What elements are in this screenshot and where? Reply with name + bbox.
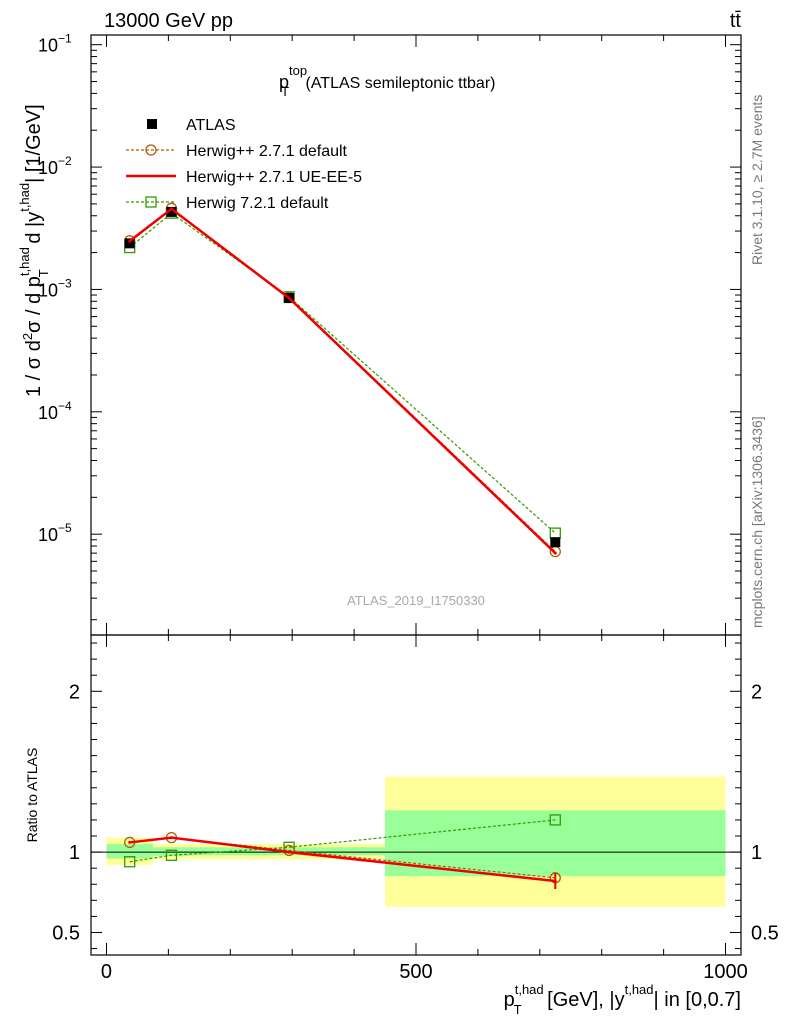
main-ticks [91,35,741,635]
main-panel: 10−110−210−310−410−5 ATLAS_2019_I1750330… [17,32,742,636]
title-sup: top [289,63,307,78]
ratio-ticks [91,635,741,955]
tick-exponent: −2 [58,154,72,168]
tick-exponent: −1 [58,32,72,46]
main-y-tick-label: 10−2 [38,154,72,178]
ratio-y-tick-label-left: 1 [69,842,80,864]
ratio-point-herwig-2-7-1-ue-ee-5 [128,840,132,844]
ratio-x-tick-label: 500 [399,961,432,983]
tick-exponent: −3 [58,276,72,290]
x-label-end: | in [0,0.7] [654,989,741,1011]
ratio-x-tick-label: 1000 [703,961,748,983]
main-point-atlas [550,537,561,548]
main-point-herwig-2-7-1-ue-ee-5 [169,207,173,211]
title-rest: (ATLAS semileptonic ttbar) [301,75,495,92]
legend: ATLAS Herwig++ 2.7.1 default Herwig++ 2.… [126,117,362,212]
ratio-y-tick-label-right: 1 [751,842,762,864]
main-point-atlas [166,206,177,217]
legend-entry-herwigpp-default: Herwig++ 2.7.1 default [126,143,348,160]
process-label: tt̄ [730,10,742,32]
ratio-point-herwig-7-2-1-default [124,856,136,868]
legend-entry-herwig7-default: Herwig 7.2.1 default [126,195,329,212]
main-y-tick-labels: 10−110−210−310−410−5 [38,32,72,545]
ratio-band-green [385,810,726,877]
analysis-watermark: ATLAS_2019_I1750330 [347,593,485,608]
ratio-panel: 0.5 0.51 12 20 500 1000 Ratio to ATLAS pt,had… [24,634,779,1017]
tick-exponent: −4 [58,399,72,413]
main-point-herwig-7-2-1-default [549,527,561,539]
tick-base: 10 [38,36,58,56]
main-line-herwig-2-7-1-default [129,207,556,553]
x-label-sup1: t,had [515,982,544,997]
ratio-x-tick-label: 0 [101,961,112,983]
main-point-herwig-2-7-1-ue-ee-5 [553,551,557,555]
title-p: p [279,72,289,92]
rivet-version-label: Rivet 3.1.10, ≥ 2.7M events [749,95,765,265]
mcplots-label: mcplots.cern.ch [arXiv:1306.3436] [749,416,765,628]
main-y-tick-label: 10−4 [38,399,72,423]
ratio-y-axis-label: Ratio to ATLAS [24,748,40,843]
herwigpp-default-marker-icon [145,144,157,156]
ratio-y-tick-label-right: 0.5 [751,922,779,944]
x-label-mid: [GeV], |y [542,989,625,1011]
ratio-point-herwig-7-2-1-default [165,849,178,861]
main-line-herwig-2-7-1-ue-ee-5 [128,207,557,555]
tick-base: 10 [38,280,58,300]
x-label-sub1: T [514,1002,522,1017]
main-point-herwig-2-7-1-ue-ee-5 [128,239,132,243]
energy-label: 13000 GeV pp [104,10,233,32]
tick-base: 10 [38,525,58,545]
ratio-point-herwig-2-7-1-ue-ee-5 [169,836,173,840]
ratio-line-herwig-2-7-1-ue-ee-5 [129,836,556,883]
plot-title: ptop T (ATLAS semileptonic ttbar) [279,63,495,99]
ratio-band-green [106,844,153,859]
herwig7-default-marker-icon [145,196,157,208]
main-point-atlas [124,238,135,249]
ratio-y-tick-label-right: 2 [751,681,762,703]
tick-base: 10 [38,158,58,178]
main-y-tick-label: 10−1 [38,32,72,56]
main-series [124,202,561,558]
ratio-line-herwig-7-2-1-default [129,819,556,863]
x-axis-label: pt,had T [GeV], |yt,had| in [0,0.7] [504,982,741,1017]
x-label-p: p [504,989,515,1011]
ratio-y-tick-label-left: 0.5 [52,922,80,944]
main-y-axis-label: 1 / σ d2σ / d pt,had T d |yt,had| [1/GeV] [17,104,51,397]
legend-label-herwigpp-default: Herwig++ 2.7.1 default [186,143,348,160]
legend-label-atlas: ATLAS [186,117,236,134]
title-sub: T [281,84,289,99]
tick-base: 10 [38,403,58,423]
main-y-tick-label: 10−5 [38,521,72,545]
ratio-point-herwig-2-7-1-ue-ee-5 [287,850,291,854]
ratio-y-tick-label-left: 2 [69,681,80,703]
ratio-tick-labels: 0.5 0.5 1 1 2 2 0 500 1000 [52,681,779,983]
legend-entry-atlas: ATLAS [147,117,236,134]
x-label-sup2: t,had [625,982,654,997]
legend-entry-herwigpp-ueee5: Herwig++ 2.7.1 UE-EE-5 [126,169,362,186]
legend-label-herwig7-default: Herwig 7.2.1 default [186,195,329,212]
tick-exponent: −5 [58,521,72,535]
legend-label-herwigpp-ueee5: Herwig++ 2.7.1 UE-EE-5 [186,169,362,186]
ratio-point-herwig-7-2-1-default [549,814,561,826]
main-point-herwig-2-7-1-ue-ee-5 [287,296,291,300]
ratio-series [124,814,561,890]
main-line-herwig-7-2-1-default [129,212,556,534]
atlas-marker-icon [147,119,157,129]
main-y-tick-label: 10−3 [38,276,72,300]
